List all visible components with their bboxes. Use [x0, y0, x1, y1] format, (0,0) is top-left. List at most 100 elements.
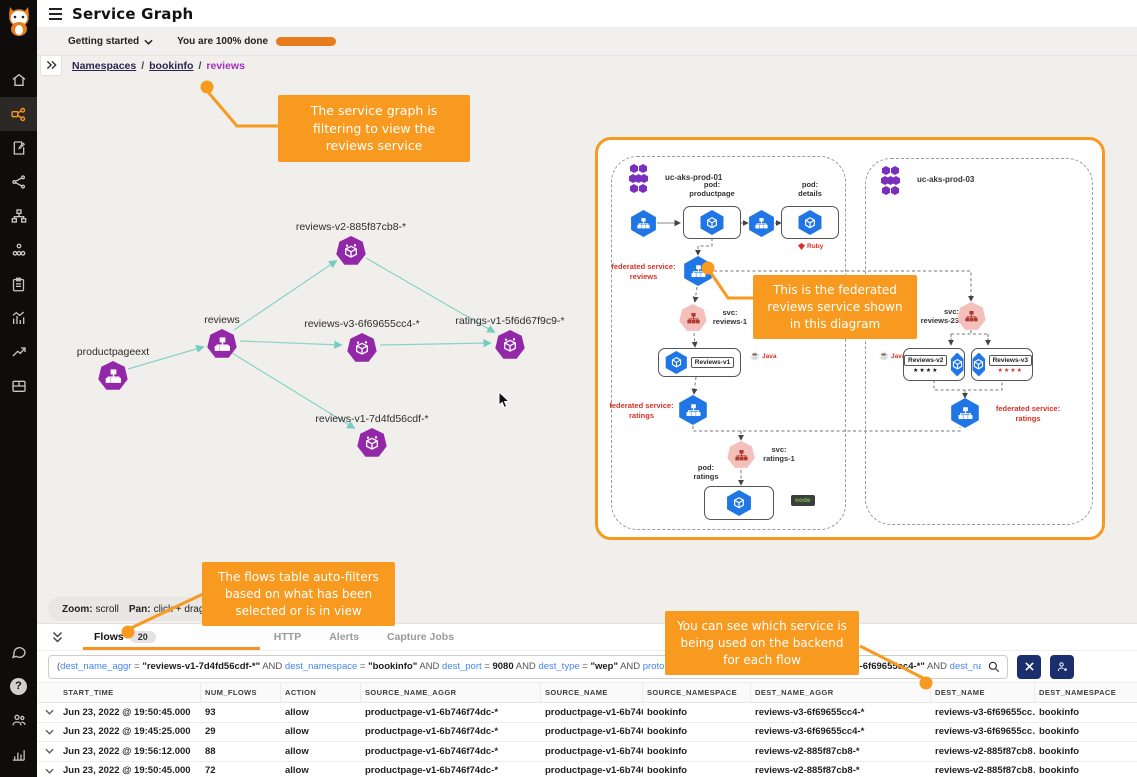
trending-up-icon — [12, 347, 26, 357]
column-dest-name-aggr[interactable]: DEST_NAME_AGGR — [751, 683, 931, 702]
pod-details-box — [781, 206, 839, 239]
getting-started-menu[interactable]: Getting started — [68, 36, 153, 47]
graph-node-label: ratings-v1-5f6d67f9c9-* — [455, 315, 565, 327]
progress-label: You are 100% done — [177, 36, 269, 47]
column-source-name[interactable]: SOURCE_NAME — [541, 683, 643, 702]
hint-pan-label: Pan: — [128, 603, 151, 615]
sidebar-item-storage[interactable] — [0, 369, 37, 403]
svc-reviews23-label: svc: reviews-23 — [920, 307, 959, 326]
column-start-time[interactable]: START_TIME — [59, 683, 201, 702]
double-chevron-right-icon — [46, 60, 57, 70]
column-source-namespace[interactable]: SOURCE_NAMESPACE — [643, 683, 751, 702]
expander-column — [45, 683, 59, 702]
close-icon — [1024, 662, 1034, 671]
java-cup-icon: ☕ — [879, 351, 889, 360]
sidebar-item-hierarchy[interactable] — [0, 199, 37, 233]
flows-table-header: START_TIME NUM_FLOWS ACTION SOURCE_NAME_… — [37, 683, 1137, 703]
graph-node-reviews-v3[interactable]: reviews-v3-6f69655cc4-* — [287, 318, 437, 363]
user-filter-button[interactable] — [1050, 654, 1074, 679]
sidebar-item-chat[interactable] — [0, 635, 37, 669]
panel-expand-button[interactable] — [40, 54, 62, 76]
top-bar: Service Graph — [37, 0, 1137, 28]
network-share-icon — [11, 175, 25, 189]
filter-query-segment: AND — [617, 661, 643, 672]
table-row[interactable]: Jun 23, 2022 @ 19:50:45.000 72 allow pro… — [37, 761, 1137, 777]
sidebar-item-policies[interactable] — [0, 131, 37, 165]
sidebar-item-network[interactable] — [0, 165, 37, 199]
clipboard-icon — [12, 277, 25, 291]
search-icon[interactable] — [987, 660, 1001, 674]
cell-start-time: Jun 23, 2022 @ 19:45:25.000 — [63, 726, 191, 738]
cell-action: allow — [285, 745, 309, 757]
sidebar-item-analytics[interactable] — [0, 301, 37, 335]
callout-flows-table: The flows table auto-filters based on wh… — [202, 562, 395, 627]
rating-stars-black: ★★★★ — [912, 368, 939, 374]
pod-details-label: pod: details — [798, 180, 822, 199]
graph-node-productpageext[interactable]: productpageext — [38, 346, 188, 391]
menu-icon[interactable] — [49, 7, 62, 20]
sidebar-item-compliance[interactable] — [0, 267, 37, 301]
sidebar-item-help[interactable]: ? — [0, 669, 37, 703]
column-source-name-aggr[interactable]: SOURCE_NAME_AGGR — [361, 683, 541, 702]
tab-alerts[interactable]: Alerts — [329, 631, 359, 643]
flows-filter-input[interactable]: (dest_name_aggr = "reviews-v1-7d4fd56cdf… — [48, 654, 1008, 679]
sidebar-item-service-graph[interactable] — [0, 97, 37, 131]
sidebar-item-clusters[interactable] — [0, 233, 37, 267]
app-logo-cat[interactable] — [4, 3, 34, 37]
bar-chart-icon — [12, 749, 25, 761]
breadcrumb-bookinfo[interactable]: bookinfo — [149, 60, 194, 72]
progress-bar — [276, 37, 337, 46]
sidebar-item-trends[interactable] — [0, 335, 37, 369]
pod-cube-icon — [798, 210, 822, 235]
sidebar-item-usage[interactable] — [0, 737, 37, 771]
graph-node-reviews[interactable]: reviews — [147, 314, 297, 359]
breadcrumb-namespaces[interactable]: Namespaces — [72, 60, 137, 72]
sidebar-item-home[interactable] — [0, 63, 37, 97]
filter-query-segment: = — [579, 661, 591, 672]
collapse-panel-button[interactable] — [51, 631, 64, 643]
column-num-flows[interactable]: NUM_FLOWS — [201, 683, 281, 702]
row-expand-chevron[interactable] — [45, 748, 59, 755]
pod-ratings-label: pod: ratings — [693, 463, 719, 482]
row-expand-chevron[interactable] — [45, 709, 59, 716]
row-expand-chevron[interactable] — [45, 729, 59, 735]
page-title: Service Graph — [72, 4, 194, 23]
tab-http[interactable]: HTTP — [273, 631, 302, 643]
federated-reviews-label: federated service: reviews — [611, 262, 676, 281]
graph-node-label: reviews — [204, 314, 240, 326]
filter-query-segment: "wep" — [590, 661, 618, 672]
cell-source-name: productpage-v1-6b746… — [545, 745, 643, 757]
cell-dest-name-aggr: reviews-v2-885f87cb8-* — [755, 745, 860, 757]
column-dest-namespace[interactable]: DEST_NAMESPACE — [1039, 688, 1117, 697]
clear-filter-button[interactable] — [1017, 654, 1041, 679]
column-action[interactable]: ACTION — [281, 683, 361, 702]
federated-ratings-label: federated service: ratings — [995, 404, 1061, 423]
tab-capture-jobs[interactable]: Capture Jobs — [386, 631, 455, 643]
reviews-v2-label: Reviews-v2 — [904, 355, 948, 366]
graph-node-reviews-v2[interactable]: reviews-v2-885f87cb8-* — [276, 221, 426, 266]
service-node-icon — [98, 361, 128, 390]
service-graph-icon — [11, 107, 26, 121]
cell-dest-name-aggr: reviews-v2-885f87cb8-* — [755, 765, 860, 777]
java-cup-icon: ☕ — [750, 351, 760, 360]
sidebar-item-community[interactable] — [0, 703, 37, 737]
tab-flows[interactable]: Flows 20 — [94, 631, 156, 643]
cell-action: allow — [285, 726, 309, 738]
filter-query-segment: dest_port — [442, 661, 482, 672]
table-row[interactable]: Jun 23, 2022 @ 19:45:25.000 29 allow pro… — [37, 722, 1137, 742]
cell-num-flows: 88 — [205, 745, 216, 757]
row-expand-chevron[interactable] — [45, 768, 59, 774]
filter-query-segment: dest_namespace — [949, 661, 981, 672]
filter-query-segment: AND — [513, 661, 539, 672]
filter-query-segment: AND — [417, 661, 443, 672]
diagram-connectors — [657, 219, 1003, 486]
help-icon: ? — [10, 677, 27, 695]
table-row[interactable]: Jun 23, 2022 @ 19:50:45.000 93 allow pro… — [37, 703, 1137, 723]
column-dest-name[interactable]: DEST_NAME — [931, 683, 1035, 702]
table-row[interactable]: Jun 23, 2022 @ 19:56:12.000 88 allow pro… — [37, 742, 1137, 762]
graph-node-reviews-v1[interactable]: reviews-v1-7d4fd56cdf-* — [297, 413, 447, 458]
graph-node-ratings-v1[interactable]: ratings-v1-5f6d67f9c9-* — [435, 315, 585, 360]
cell-start-time: Jun 23, 2022 @ 19:50:45.000 — [63, 765, 191, 777]
cell-dest-name-aggr: reviews-v3-6f69655cc4-* — [755, 726, 865, 738]
